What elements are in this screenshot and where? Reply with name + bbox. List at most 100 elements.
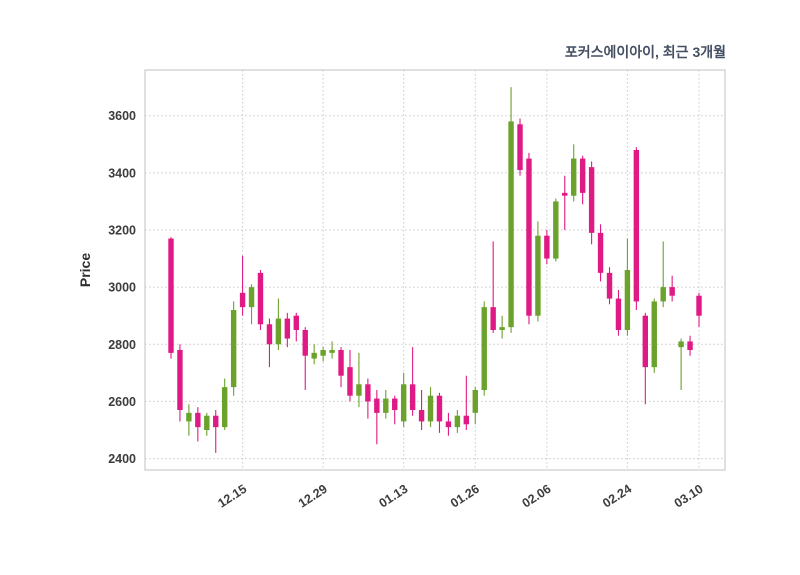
candle-body bbox=[365, 384, 371, 402]
candle-body bbox=[651, 301, 657, 368]
candle-down bbox=[669, 275, 675, 302]
candle-down bbox=[490, 241, 496, 333]
candle-body bbox=[275, 318, 282, 345]
candle-down bbox=[445, 412, 452, 436]
y-tick-label: 2400 bbox=[108, 452, 136, 466]
candle-body bbox=[588, 167, 595, 233]
candle-body bbox=[517, 124, 523, 170]
candle-down bbox=[392, 395, 398, 425]
candle-up bbox=[571, 144, 577, 202]
candle-body bbox=[400, 384, 407, 422]
y-tick-label: 3200 bbox=[108, 224, 136, 238]
candle-up bbox=[660, 241, 666, 308]
candle-body bbox=[624, 270, 631, 330]
candle-body bbox=[463, 415, 470, 425]
candle-up bbox=[248, 284, 255, 325]
candle-down bbox=[266, 318, 273, 368]
candle-body bbox=[481, 307, 487, 390]
candle-up bbox=[678, 338, 684, 390]
candle-body bbox=[392, 398, 398, 410]
candle-body bbox=[168, 238, 174, 353]
candle-body bbox=[660, 287, 666, 302]
candle-down bbox=[257, 270, 264, 330]
candle-body bbox=[186, 412, 192, 422]
candle-down bbox=[642, 312, 649, 405]
candle-body bbox=[347, 367, 353, 396]
candle-body bbox=[436, 395, 443, 422]
candle-body bbox=[213, 415, 219, 428]
candle-down bbox=[347, 350, 353, 402]
candle-up bbox=[275, 298, 282, 350]
candle-up bbox=[427, 387, 434, 428]
candle-down bbox=[302, 327, 308, 390]
candle-down bbox=[544, 230, 550, 265]
y-axis-label: Price bbox=[77, 253, 93, 287]
candle-body bbox=[257, 272, 264, 325]
x-tick-label: 02.06 bbox=[520, 482, 554, 511]
chart-title: 포커스에이아이, 최근 3개월 bbox=[565, 44, 726, 60]
candle-body bbox=[445, 421, 452, 428]
candle-up bbox=[186, 404, 192, 436]
candle-up bbox=[329, 341, 335, 359]
candle-body bbox=[383, 398, 389, 413]
candle-body bbox=[642, 315, 649, 368]
candle-up bbox=[481, 301, 487, 396]
x-tick-label: 12.15 bbox=[215, 482, 249, 511]
candle-body bbox=[678, 341, 684, 348]
candle-up bbox=[553, 198, 559, 262]
candle-body bbox=[248, 287, 255, 308]
candle-down bbox=[284, 312, 291, 348]
candle-up bbox=[651, 298, 657, 373]
candle-body bbox=[284, 318, 291, 339]
x-tick-label: 01.13 bbox=[376, 482, 410, 511]
gridlines bbox=[145, 70, 725, 470]
candle-down bbox=[213, 410, 219, 453]
x-tick-label: 12.29 bbox=[296, 482, 330, 511]
candle-body bbox=[374, 398, 380, 413]
candle-up bbox=[400, 372, 407, 428]
candle-body bbox=[409, 384, 416, 410]
candle-body bbox=[427, 395, 434, 422]
candle-body bbox=[669, 287, 675, 296]
candle-down bbox=[436, 392, 443, 433]
candle-down bbox=[338, 347, 344, 388]
candle-down bbox=[293, 312, 299, 342]
candle-down bbox=[177, 344, 183, 422]
candle-down bbox=[633, 147, 640, 310]
candle-up bbox=[204, 412, 210, 436]
candle-body bbox=[687, 341, 693, 350]
candle-body bbox=[195, 412, 201, 428]
candle-body bbox=[418, 410, 425, 422]
candle-body bbox=[177, 350, 183, 410]
candle-body bbox=[356, 384, 362, 396]
candle-down bbox=[526, 152, 532, 325]
candle-body bbox=[472, 390, 478, 413]
candle-up bbox=[499, 315, 505, 339]
candle-body bbox=[204, 415, 210, 430]
y-tick-label: 2800 bbox=[108, 338, 136, 352]
candle-up bbox=[472, 387, 478, 425]
candle-body bbox=[553, 201, 559, 259]
candle-up bbox=[221, 378, 228, 430]
candle-down bbox=[606, 267, 613, 305]
candle-body bbox=[615, 298, 622, 330]
candle-body bbox=[454, 415, 461, 428]
candle-body bbox=[597, 232, 604, 273]
candle-body bbox=[338, 350, 344, 376]
candle-body bbox=[508, 121, 514, 328]
candle-down bbox=[409, 347, 416, 416]
y-tick-label: 3400 bbox=[108, 166, 136, 180]
candle-body bbox=[293, 315, 299, 330]
candle-body bbox=[571, 158, 577, 196]
candle-body bbox=[606, 272, 613, 299]
candle-body bbox=[499, 327, 505, 330]
candle-down bbox=[687, 335, 693, 356]
candle-down bbox=[239, 255, 246, 316]
candle-body bbox=[221, 387, 228, 428]
candle-up bbox=[356, 352, 362, 408]
plot-border-rect bbox=[144, 69, 726, 471]
candle-body bbox=[230, 310, 237, 388]
x-tick-label: 02.24 bbox=[600, 482, 634, 511]
